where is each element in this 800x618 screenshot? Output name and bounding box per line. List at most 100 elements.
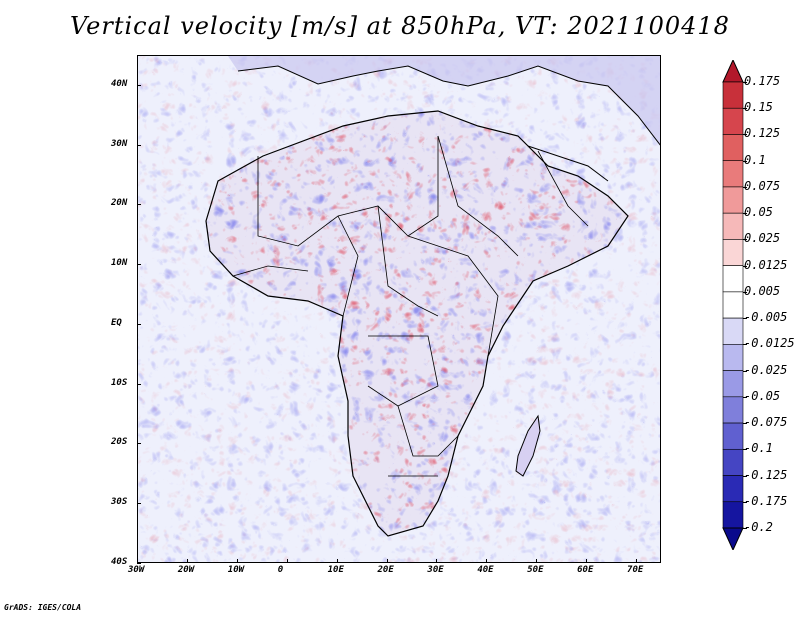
grads-credit: GrADS: IGES/COLA: [4, 603, 82, 612]
lat-tick-label: 40S: [111, 557, 128, 567]
colorbar-label: -0.05: [744, 388, 781, 403]
lat-tick: [137, 503, 141, 505]
lat-tick-label: 40N: [111, 78, 128, 89]
colorbar-tick: [743, 501, 747, 503]
colorbar-tick: [743, 134, 747, 136]
lon-tick: [236, 559, 238, 563]
colorbar-label: -0.1: [744, 441, 773, 456]
lon-tick-label: 0: [277, 565, 284, 575]
lat-tick-label: 30N: [111, 138, 128, 149]
colorbar-label: -0.0125: [744, 336, 795, 351]
lon-tick: [436, 559, 438, 563]
lat-tick-label: 20S: [111, 437, 128, 448]
colorbar-segment: [722, 239, 744, 266]
colorbar-segment: [722, 317, 744, 345]
colorbar-label: -0.175: [744, 493, 788, 508]
colorbar: [722, 60, 744, 550]
colorbar-tick: [743, 475, 747, 477]
lat-tick-label: 20N: [111, 198, 128, 209]
lon-tick: [336, 559, 338, 563]
colorbar-label: 0.15: [744, 100, 773, 115]
lat-tick: [137, 144, 141, 146]
chart-title: Vertical velocity [m/s] at 850hPa, VT: 2…: [70, 12, 730, 40]
lat-tick-label: 30S: [111, 497, 128, 508]
colorbar-tick: [743, 108, 747, 110]
colorbar-tick: [743, 239, 747, 241]
lon-tick-label: 10E: [327, 565, 344, 575]
colorbar-label: -0.075: [744, 415, 788, 430]
lon-tick: [536, 559, 538, 563]
colorbar-segment: [722, 501, 744, 529]
colorbar-tick: [743, 186, 747, 188]
lat-tick: [137, 323, 141, 325]
lat-tick: [137, 264, 141, 266]
colorbar-segment: [722, 160, 744, 188]
lon-tick-label: 20E: [377, 565, 394, 575]
colorbar-label: 0.1: [744, 152, 766, 167]
colorbar-segment: [722, 396, 744, 424]
colorbar-tick: [743, 423, 747, 425]
colorbar-tick: [743, 160, 747, 162]
map-panel: [137, 55, 661, 563]
lat-tick-label: 10S: [111, 377, 128, 388]
colorbar-segment: [722, 370, 744, 398]
colorbar-label: 0.0125: [744, 257, 788, 272]
colorbar-segment: [722, 344, 744, 371]
lon-tick-label: 40E: [477, 565, 494, 575]
lat-tick: [137, 383, 141, 385]
colorbar-tick: [743, 344, 747, 346]
lon-tick-label: 30E: [427, 565, 444, 575]
colorbar-segment: [722, 107, 744, 135]
colorbar-tick: [743, 291, 747, 293]
colorbar-segment: [722, 422, 744, 450]
lat-tick: [137, 84, 141, 86]
europe-landmass: [228, 56, 660, 145]
lat-tick: [137, 563, 141, 564]
colorbar-tick: [743, 449, 747, 451]
colorbar-label: -0.005: [744, 310, 788, 325]
colorbar-segment: [722, 265, 744, 293]
colorbar-label: 0.175: [744, 74, 781, 88]
vertical-velocity-map: [138, 56, 660, 562]
madagascar: [515, 414, 541, 477]
colorbar-label: -0.025: [744, 362, 788, 377]
mediterranean-coast: [237, 65, 660, 182]
lat-tick: [137, 443, 141, 445]
colorbar-tick: [743, 265, 747, 267]
lon-tick-label: 10W: [227, 565, 245, 575]
colorbar-segment: [722, 291, 744, 319]
lon-tick-label: 70E: [627, 565, 644, 575]
lon-tick: [386, 559, 388, 563]
colorbar-segment: [722, 475, 744, 503]
colorbar-label: -0.125: [744, 467, 788, 482]
lon-tick: [486, 559, 488, 563]
colorbar-tick: [743, 213, 747, 215]
lon-tick-label: 30W: [128, 565, 145, 575]
lon-tick-label: 60E: [577, 565, 594, 575]
colorbar-segment: [722, 81, 744, 109]
colorbar-top-arrow: [722, 60, 744, 83]
colorbar-label: -0.2: [744, 520, 773, 534]
colorbar-segment: [722, 448, 744, 476]
colorbar-tick: [743, 82, 747, 83]
colorbar-tick: [743, 370, 747, 372]
colorbar-segment: [722, 186, 744, 214]
colorbar-segment: [722, 212, 744, 240]
colorbar-tick: [743, 396, 747, 398]
lat-tick: [137, 204, 141, 206]
colorbar-tick: [743, 528, 747, 529]
lon-tick-label: 20W: [177, 565, 195, 575]
colorbar-tick: [743, 318, 747, 320]
lon-tick: [186, 559, 188, 563]
colorbar-label: 0.005: [744, 283, 781, 298]
colorbar-label: 0.025: [744, 231, 781, 246]
lat-tick-label: EQ: [111, 317, 122, 328]
colorbar-label: 0.05: [744, 205, 773, 220]
lon-tick-label: 50E: [527, 565, 544, 575]
lon-tick: [286, 559, 288, 563]
colorbar-bottom-arrow: [722, 527, 744, 550]
colorbar-label: 0.125: [744, 126, 781, 141]
lon-tick: [636, 559, 638, 563]
country-borders: [232, 135, 589, 477]
lon-tick: [137, 559, 138, 563]
